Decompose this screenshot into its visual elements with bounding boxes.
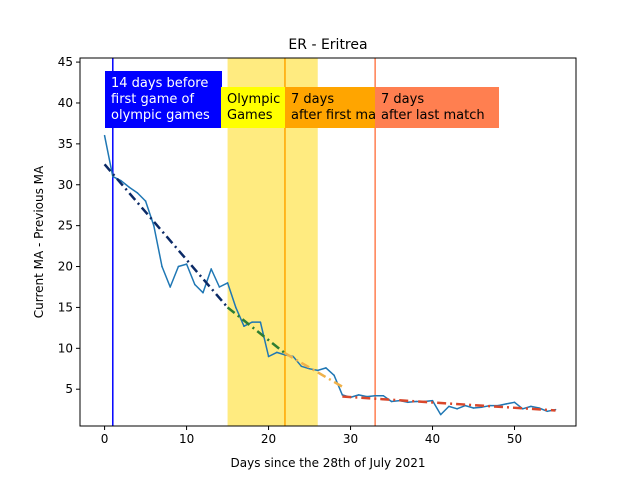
data-point-34: [382, 394, 385, 397]
trend-after-first-match: [284, 352, 343, 388]
data-point-27: [325, 367, 327, 369]
y-tick-label-30: 30: [58, 178, 73, 192]
data-point-14: [218, 286, 221, 288]
data-point-40: [431, 399, 434, 402]
x-tick-label-30: 30: [343, 432, 358, 446]
data-point-28: [333, 374, 335, 377]
label-olympic-games-line-1: Games: [227, 108, 273, 123]
trend-after-last-match: [342, 395, 556, 412]
data-point-16: [234, 306, 237, 309]
data-point-5: [144, 200, 147, 202]
data-point-19: [259, 321, 262, 323]
y-tick-label-35: 35: [58, 137, 73, 151]
y-tick-label-40: 40: [58, 96, 73, 110]
data-point-9: [177, 265, 180, 268]
y-tick-label-25: 25: [58, 219, 73, 233]
trend-olympics: [226, 306, 286, 355]
label-7-days-after-last-line-0: 7 days: [381, 92, 424, 107]
x-tick-label-20: 20: [261, 432, 276, 446]
data-point-7: [161, 265, 163, 268]
x-tick-label-10: 10: [179, 432, 194, 446]
x-tick-label-50: 50: [507, 432, 522, 446]
label-7-days-after-first-line-0: 7 days: [291, 92, 334, 107]
data-point-15: [226, 282, 229, 284]
y-tick-label-5: 5: [65, 382, 73, 396]
label-14-days-before-line-0: 14 days before: [111, 76, 208, 91]
data-point-6: [152, 224, 155, 227]
x-axis-label: Days since the 28th of July 2021: [231, 456, 426, 470]
chart-title: ER - Eritrea: [288, 37, 367, 53]
data-point-21: [275, 351, 278, 354]
data-point-52: [530, 405, 532, 408]
data-point-11: [193, 283, 196, 286]
data-point-41: [439, 413, 442, 416]
series-line-0: [103, 135, 556, 416]
data-point-25: [308, 367, 311, 370]
data-point-49: [505, 403, 508, 405]
data-point-17: [243, 325, 245, 328]
y-tick-label-45: 45: [58, 55, 73, 69]
trend-pre-olympics: [103, 163, 229, 309]
data-point-3: [128, 186, 130, 189]
y-tick-label-20: 20: [58, 260, 73, 274]
data-point-13: [210, 268, 212, 270]
data-point-54: [546, 410, 549, 413]
y-tick-label-10: 10: [58, 341, 73, 355]
x-tick-label-0: 0: [101, 432, 109, 446]
x-tick-label-40: 40: [425, 432, 440, 446]
label-14-days-before-line-1: first game of: [111, 92, 195, 107]
y-tick-label-15: 15: [58, 300, 73, 314]
label-14-days-before-box: [105, 71, 222, 128]
data-point-38: [415, 400, 417, 403]
data-point-12: [202, 291, 204, 294]
data-point-0: [103, 134, 106, 137]
label-7-days-after-last-box: [375, 87, 499, 128]
data-point-26: [316, 369, 319, 372]
data-point-43: [456, 408, 458, 410]
data-point-8: [169, 286, 171, 288]
data-point-42: [448, 405, 450, 408]
data-point-31: [357, 394, 360, 396]
label-14-days-before-line-2: olympic games: [111, 108, 210, 123]
data-point-50: [513, 401, 516, 404]
label-7-days-after-last-line-1: after last match: [381, 108, 485, 123]
y-axis-label: Current MA - Previous MA: [32, 165, 46, 318]
axes: 0 10 20 30 40 50 5 10 15 20 25 30 35 40 45: [58, 55, 522, 446]
label-olympic-games-box: [221, 87, 286, 128]
data-point-29: [341, 394, 344, 396]
data-point-24: [300, 365, 303, 368]
data-point-35: [390, 400, 393, 403]
data-point-45: [472, 407, 475, 409]
data-point-20: [267, 355, 270, 358]
data-point-10: [185, 263, 188, 265]
data-point-4: [136, 192, 139, 194]
label-olympic-games-line-0: Olympic: [227, 92, 280, 107]
plot-frame: [79, 57, 577, 427]
data-point-18: [251, 321, 253, 323]
label-7-days-after-first-box: [285, 87, 377, 128]
label-7-days-after-first-line-1: after first match: [291, 108, 397, 123]
data-point-51: [521, 408, 524, 410]
data-point-33: [374, 394, 376, 397]
